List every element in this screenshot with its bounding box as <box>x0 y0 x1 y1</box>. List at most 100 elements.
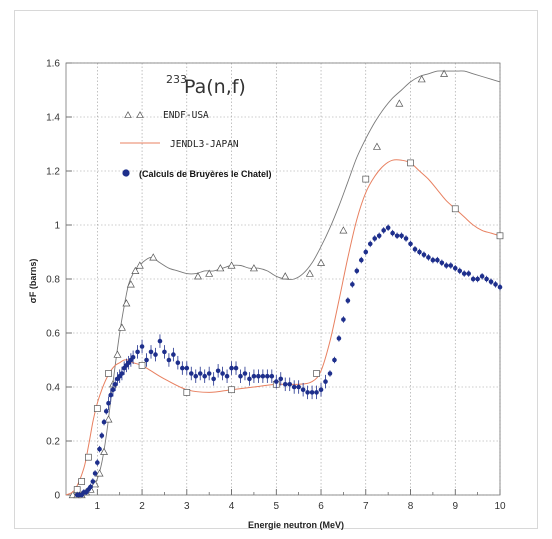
legend: ENDF-USA JENDL3-JAPAN (Calculs de Bruyèr… <box>120 110 272 179</box>
endf-point <box>91 480 100 488</box>
calc-point <box>215 368 221 374</box>
calc-point <box>175 360 181 366</box>
endf-point <box>126 280 135 288</box>
calc-point <box>484 276 489 282</box>
jendl-point <box>313 370 320 377</box>
calc-point <box>354 268 360 274</box>
calc-point <box>439 260 445 266</box>
x-tick-label: 6 <box>318 501 324 512</box>
jendl-point <box>183 389 191 396</box>
tick-labels: 1 2 3 4 5 6 7 8 9 10 0 0.2 0.4 0.6 0.8 1 1.2 1.4 1.6 <box>46 59 506 513</box>
endf-point <box>317 258 326 266</box>
calc-point <box>444 263 449 268</box>
series-calc <box>74 224 503 498</box>
legend-marker-endf <box>124 111 132 118</box>
calc-point <box>372 236 378 241</box>
x-tick-label: 1 <box>95 501 101 512</box>
calc-point <box>112 382 118 387</box>
calc-point <box>300 387 306 393</box>
calc-point <box>139 344 145 349</box>
calc-point <box>110 387 116 393</box>
calc-point <box>318 387 324 393</box>
calc-point <box>381 228 386 233</box>
calc-point <box>291 384 297 390</box>
legend-marker-endf <box>136 111 144 118</box>
calc-point <box>412 247 418 252</box>
endf-point <box>281 272 290 280</box>
calc-point <box>452 265 458 271</box>
calc-point <box>296 384 301 390</box>
calc-point <box>197 371 203 376</box>
calc-point <box>278 376 284 382</box>
calc-point <box>90 479 96 484</box>
calc-point <box>162 349 167 355</box>
legend-label-calc: (Calculs de Bruyères le Chatel) <box>139 169 272 179</box>
endf-point <box>131 266 140 274</box>
y-tick-label: 1.2 <box>46 167 60 178</box>
calc-point <box>394 233 400 239</box>
y-tick-label: 0.8 <box>46 275 60 286</box>
endf-point <box>339 226 348 234</box>
endf-point <box>227 261 236 269</box>
calc-point <box>166 357 172 363</box>
calc-point <box>461 271 467 276</box>
legend-marker-calc <box>122 169 130 177</box>
calc-point <box>269 373 275 379</box>
calc-point <box>260 373 266 379</box>
endf-line <box>65 70 501 496</box>
x-tick-label: 4 <box>229 501 235 512</box>
endf-point <box>95 469 104 477</box>
jendl-point <box>78 478 86 485</box>
calc-point <box>309 390 315 395</box>
calc-point <box>390 230 395 236</box>
calc-point <box>470 276 476 282</box>
calc-point <box>305 390 310 395</box>
jendl-point <box>451 205 459 213</box>
calc-point <box>363 249 369 255</box>
calc-point <box>336 336 342 341</box>
legend-label-jendl: JENDL3-JAPAN <box>170 139 239 150</box>
calc-point <box>341 317 346 322</box>
calc-point <box>99 433 105 438</box>
x-tick-label: 2 <box>139 501 145 512</box>
calc-point <box>479 274 485 279</box>
endf-point <box>395 99 404 107</box>
calc-point <box>332 357 337 363</box>
calc-point <box>282 382 288 387</box>
y-axis-label: σF (barns) <box>28 259 38 304</box>
x-tick-label: 7 <box>363 501 369 512</box>
endf-point <box>193 272 202 280</box>
calc-point <box>345 298 351 303</box>
jendl-point <box>138 362 146 369</box>
calc-point <box>157 338 163 344</box>
calc-point <box>399 233 404 239</box>
calc-point <box>323 379 328 384</box>
endf-point <box>122 299 131 307</box>
jendl-point <box>362 175 370 183</box>
calc-point <box>211 376 216 382</box>
endf-point <box>135 261 144 269</box>
calc-point <box>435 257 440 263</box>
calc-point <box>148 349 154 355</box>
chart-title-superscript: 233 <box>166 73 187 86</box>
calc-point <box>287 382 293 387</box>
calc-point <box>101 419 107 425</box>
jendl-point <box>73 486 81 493</box>
calc-point <box>229 365 234 371</box>
y-tick-label: 1 <box>54 221 60 232</box>
endf-point <box>249 264 258 272</box>
calc-point <box>193 373 199 379</box>
calc-point <box>119 371 125 376</box>
legend-label-endf: ENDF-USA <box>163 110 209 121</box>
y-tick-label: 0.2 <box>46 437 60 448</box>
calc-point <box>256 373 261 379</box>
endf-point <box>205 269 214 277</box>
calc-point <box>466 271 471 276</box>
calc-point <box>358 257 364 263</box>
calc-point <box>184 365 190 371</box>
calc-point <box>97 446 102 452</box>
endf-point <box>149 253 158 261</box>
jendl-point <box>85 453 92 461</box>
calc-point <box>103 409 109 414</box>
